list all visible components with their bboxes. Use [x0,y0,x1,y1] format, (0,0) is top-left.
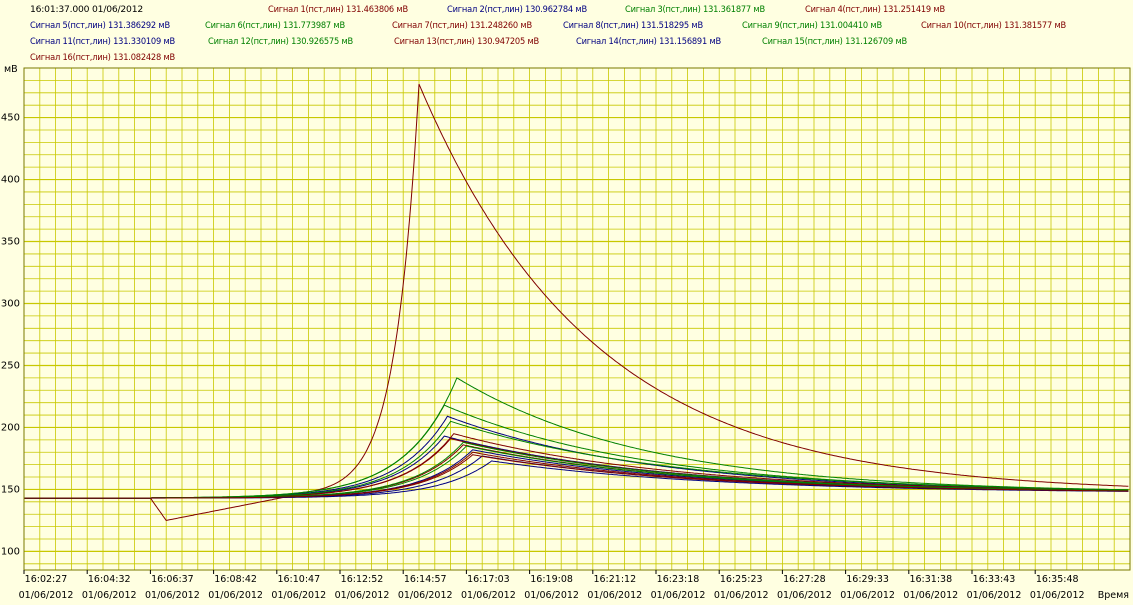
x-tick-time: 16:10:47 [277,574,320,585]
y-tick-label: 400 [1,175,20,186]
y-axis-label: мВ [4,64,18,75]
y-tick-label: 450 [1,113,20,124]
legend-entry: Сигнал 7(пст,лин) 131.248260 мВ [392,20,532,31]
timestamp-label: 16:01:37.000 01/06/2012 [30,4,143,15]
x-tick-date: 01/06/2012 [903,590,958,601]
x-tick-date: 01/06/2012 [587,590,642,601]
x-axis-label: Время [1097,590,1129,601]
legend-entry: Сигнал 10(пст,лин) 131.381577 мВ [921,20,1066,31]
x-tick-time: 16:08:42 [214,574,257,585]
x-tick-time: 16:12:52 [341,574,384,585]
x-tick-date: 01/06/2012 [208,590,263,601]
legend-entry: Сигнал 2(пст,лин) 130.962784 мВ [447,4,587,15]
y-tick-label: 100 [1,546,20,557]
legend-entry: Сигнал 3(пст,лин) 131.361877 мВ [625,4,765,15]
series-lines [24,83,1129,521]
y-tick-label: 200 [1,422,20,433]
x-tick-time: 16:31:38 [909,574,952,585]
x-tick-date: 01/06/2012 [651,590,706,601]
x-tick-time: 16:27:28 [783,574,826,585]
x-tick-date: 01/06/2012 [82,590,137,601]
x-tick-time: 16:14:57 [404,574,447,585]
legend-entry: Сигнал 15(пст,лин) 131.126709 мВ [762,36,907,47]
legend-entry: Сигнал 8(пст,лин) 131.518295 мВ [563,20,703,31]
x-tick-time: 16:29:33 [846,574,889,585]
legend-entry: Сигнал 5(пст,лин) 131.386292 мВ [30,20,170,31]
legend-entry: Сигнал 1(пст,лин) 131.463806 мВ [268,4,408,15]
x-tick-date: 01/06/2012 [461,590,516,601]
grid-lines [23,68,1131,570]
x-tick-date: 01/06/2012 [271,590,326,601]
x-tick-time: 16:17:03 [467,574,510,585]
x-tick-date: 01/06/2012 [967,590,1022,601]
series-line [24,451,1129,499]
x-tick-date: 01/06/2012 [19,590,74,601]
y-tick-label: 350 [1,237,20,248]
legend-entry: Сигнал 4(пст,лин) 131.251419 мВ [805,4,945,15]
x-tick-date: 01/06/2012 [1030,590,1085,601]
series-line [24,377,1129,499]
legend-entry: Сигнал 16(пст,лин) 131.082428 мВ [30,52,175,63]
y-tick-label: 250 [1,360,20,371]
x-tick-time: 16:19:08 [530,574,573,585]
x-tick-time: 16:35:48 [1036,574,1079,585]
x-tick-date: 01/06/2012 [524,590,579,601]
x-tick-time: 16:33:43 [973,574,1016,585]
legend-entry: Сигнал 14(пст,лин) 131.156891 мВ [576,36,721,47]
y-tick-label: 150 [1,484,20,495]
x-tick-time: 16:25:23 [720,574,763,585]
x-tick-time: 16:02:27 [25,574,68,585]
series-line [24,449,1129,499]
plot-border [23,67,1131,571]
legend-entry: Сигнал 13(пст,лин) 130.947205 мВ [394,36,539,47]
legend-entry: Сигнал 9(пст,лин) 131.004410 мВ [742,20,882,31]
legend-entry: Сигнал 6(пст,лин) 131.773987 мВ [205,20,345,31]
x-tick-date: 01/06/2012 [335,590,390,601]
plot-frame [23,67,1131,571]
x-tick-date: 01/06/2012 [714,590,769,601]
legend: 16:01:37.000 01/06/2012 Сигнал 1(пст,лин… [0,0,1133,66]
x-tick-date: 01/06/2012 [777,590,832,601]
series-line [24,83,1129,521]
y-tick-label: 300 [1,299,20,310]
legend-entry: Сигнал 11(пст,лин) 131.330109 мВ [30,36,175,47]
x-tick-time: 16:21:12 [593,574,636,585]
series-line [24,445,1129,499]
x-tick-time: 16:06:37 [151,574,194,585]
x-tick-date: 01/06/2012 [398,590,453,601]
x-tick-date: 01/06/2012 [840,590,895,601]
x-tick-date: 01/06/2012 [145,590,200,601]
x-tick-labels: 16:02:27 01/06/2012 16:04:32 01/06/2012 16:0… [19,570,1085,601]
series-line [24,454,1129,499]
x-tick-time: 16:04:32 [88,574,131,585]
y-tick-labels: 100 150 200 250 300 350 400 450 [1,113,20,558]
legend-entry: Сигнал 12(пст,лин) 130.926575 мВ [208,36,353,47]
x-tick-time: 16:23:18 [657,574,700,585]
